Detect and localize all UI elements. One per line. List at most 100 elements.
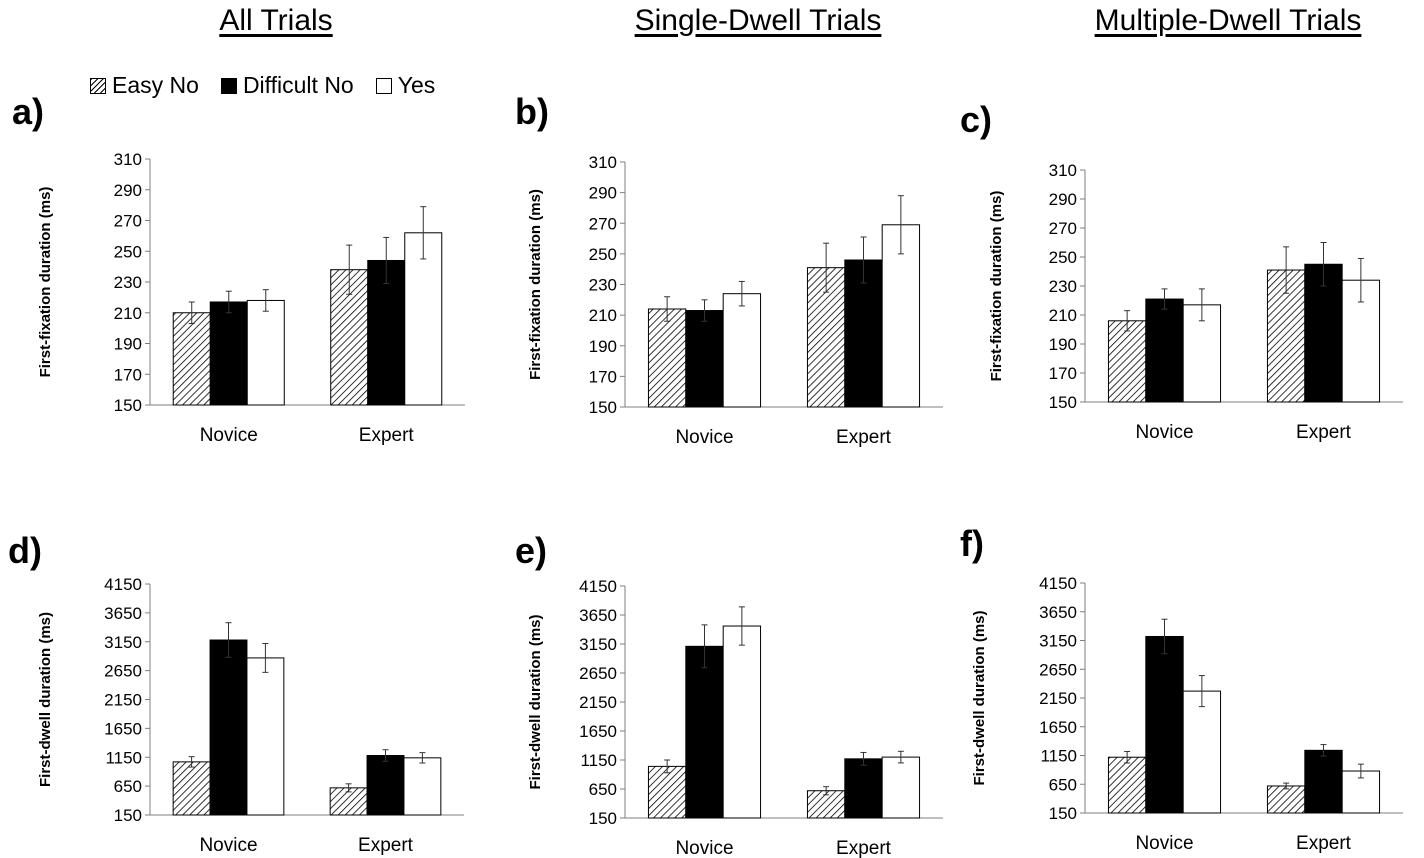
legend-item-yes: Yes	[375, 72, 436, 99]
bar-difficult-no	[685, 310, 724, 408]
legend-label: Easy No	[112, 72, 199, 98]
legend: Easy No Difficult No Yes	[90, 72, 457, 99]
y-tick-label: 1150	[105, 748, 142, 767]
y-tick-label: 250	[114, 242, 142, 261]
y-tick-label: 3150	[579, 635, 617, 654]
y-tick-label: 2650	[579, 664, 617, 683]
y-tick-label: 290	[114, 181, 142, 200]
y-tick-label: 150	[589, 398, 617, 417]
bar-difficult-no	[209, 301, 248, 406]
y-tick-label: 650	[114, 777, 142, 796]
y-axis-label: First-dwell duration (ms)	[37, 612, 54, 787]
y-tick-label: 310	[114, 150, 142, 169]
bar-easy-no	[1107, 756, 1147, 814]
y-tick-label: 2650	[104, 662, 142, 681]
y-tick-label: 3650	[104, 604, 142, 623]
y-tick-label: 1650	[104, 719, 142, 738]
category-label: Expert	[359, 425, 415, 446]
y-tick-label: 2650	[1039, 660, 1077, 679]
y-tick-label: 2150	[1039, 689, 1077, 708]
bar-difficult-no	[1145, 635, 1184, 814]
bar-yes	[881, 756, 921, 819]
bar-easy-no	[1107, 320, 1147, 403]
y-axis-label: First-fixation duration (ms)	[988, 191, 1005, 382]
y-tick-label: 210	[114, 304, 142, 323]
y-tick-label: 250	[589, 245, 617, 264]
bar-yes	[722, 293, 762, 408]
column-title-all: All Trials	[219, 4, 333, 37]
y-tick-label: 2150	[579, 693, 617, 712]
bar-difficult-no	[367, 259, 406, 406]
legend-item-easy-no: Easy No	[90, 72, 199, 99]
y-tick-label: 650	[589, 780, 617, 799]
y-tick-label: 150	[589, 809, 617, 828]
bar-easy-no	[172, 312, 211, 406]
panel-letter: d)	[8, 530, 42, 571]
y-tick-label: 150	[114, 806, 142, 825]
bar-yes	[404, 232, 443, 406]
bar-difficult-no	[844, 259, 883, 408]
y-tick-label: 150	[114, 396, 142, 415]
y-tick-label: 270	[589, 214, 617, 233]
category-label: Novice	[200, 425, 258, 446]
bar-yes	[881, 224, 921, 408]
y-tick-label: 1150	[1040, 747, 1077, 766]
category-label: Expert	[836, 427, 892, 448]
bar-difficult-no	[366, 755, 405, 816]
category-label: Expert	[1296, 422, 1352, 443]
y-tick-label: 210	[589, 306, 617, 325]
legend-swatch-solid	[220, 77, 237, 94]
bar-easy-no	[172, 761, 211, 816]
y-axis-label: First-fixation duration (ms)	[37, 187, 54, 378]
y-tick-label: 4150	[104, 575, 142, 594]
bar-difficult-no	[1145, 298, 1184, 403]
bar-easy-no	[647, 308, 687, 408]
y-tick-label: 1650	[579, 722, 617, 741]
bar-easy-no	[1266, 785, 1306, 814]
y-tick-label: 3150	[104, 633, 142, 652]
bar-difficult-no	[685, 645, 724, 819]
y-tick-label: 2150	[104, 691, 142, 710]
legend-item-difficult-no: Difficult No	[220, 72, 354, 99]
panel-letter: c)	[960, 99, 992, 140]
category-label: Novice	[1135, 422, 1193, 443]
y-tick-label: 4150	[579, 577, 617, 596]
bar-yes	[722, 625, 762, 819]
bar-easy-no	[647, 765, 687, 819]
y-tick-label: 1650	[1039, 718, 1077, 737]
y-tick-label: 3650	[1039, 603, 1077, 622]
y-tick-label: 650	[1049, 775, 1077, 794]
y-tick-label: 150	[1049, 804, 1077, 823]
y-tick-label: 3650	[579, 606, 617, 625]
legend-label: Yes	[397, 72, 436, 98]
legend-swatch-hatched	[90, 77, 106, 94]
y-tick-label: 4150	[1039, 574, 1077, 593]
y-tick-label: 310	[1049, 161, 1077, 180]
category-label: Novice	[1135, 833, 1193, 854]
y-axis-label: First-fixation duration (ms)	[527, 189, 544, 380]
y-tick-label: 170	[114, 365, 142, 384]
y-tick-label: 230	[1049, 277, 1077, 296]
y-tick-label: 210	[1049, 306, 1077, 325]
y-tick-label: 150	[1049, 393, 1077, 412]
category-label: Expert	[836, 838, 892, 858]
category-label: Novice	[199, 835, 257, 856]
y-tick-label: 290	[589, 184, 617, 203]
category-label: Novice	[675, 427, 733, 448]
category-label: Expert	[358, 835, 414, 856]
category-label: Novice	[675, 838, 733, 858]
y-tick-label: 190	[114, 335, 142, 354]
column-title-single: Single-Dwell Trials	[634, 4, 882, 37]
y-tick-label: 170	[1049, 364, 1077, 383]
y-tick-label: 310	[589, 153, 617, 172]
panel-letter: f)	[960, 523, 984, 564]
y-tick-label: 1150	[580, 751, 617, 770]
bar-yes	[246, 657, 285, 816]
panel-letter: a)	[12, 91, 44, 132]
bar-difficult-no	[1304, 749, 1343, 814]
column-title-multiple: Multiple-Dwell Trials	[1094, 4, 1362, 37]
legend-swatch-open	[375, 77, 392, 94]
y-tick-label: 290	[1049, 190, 1077, 209]
y-tick-label: 230	[114, 273, 142, 292]
y-tick-label: 250	[1049, 248, 1077, 267]
